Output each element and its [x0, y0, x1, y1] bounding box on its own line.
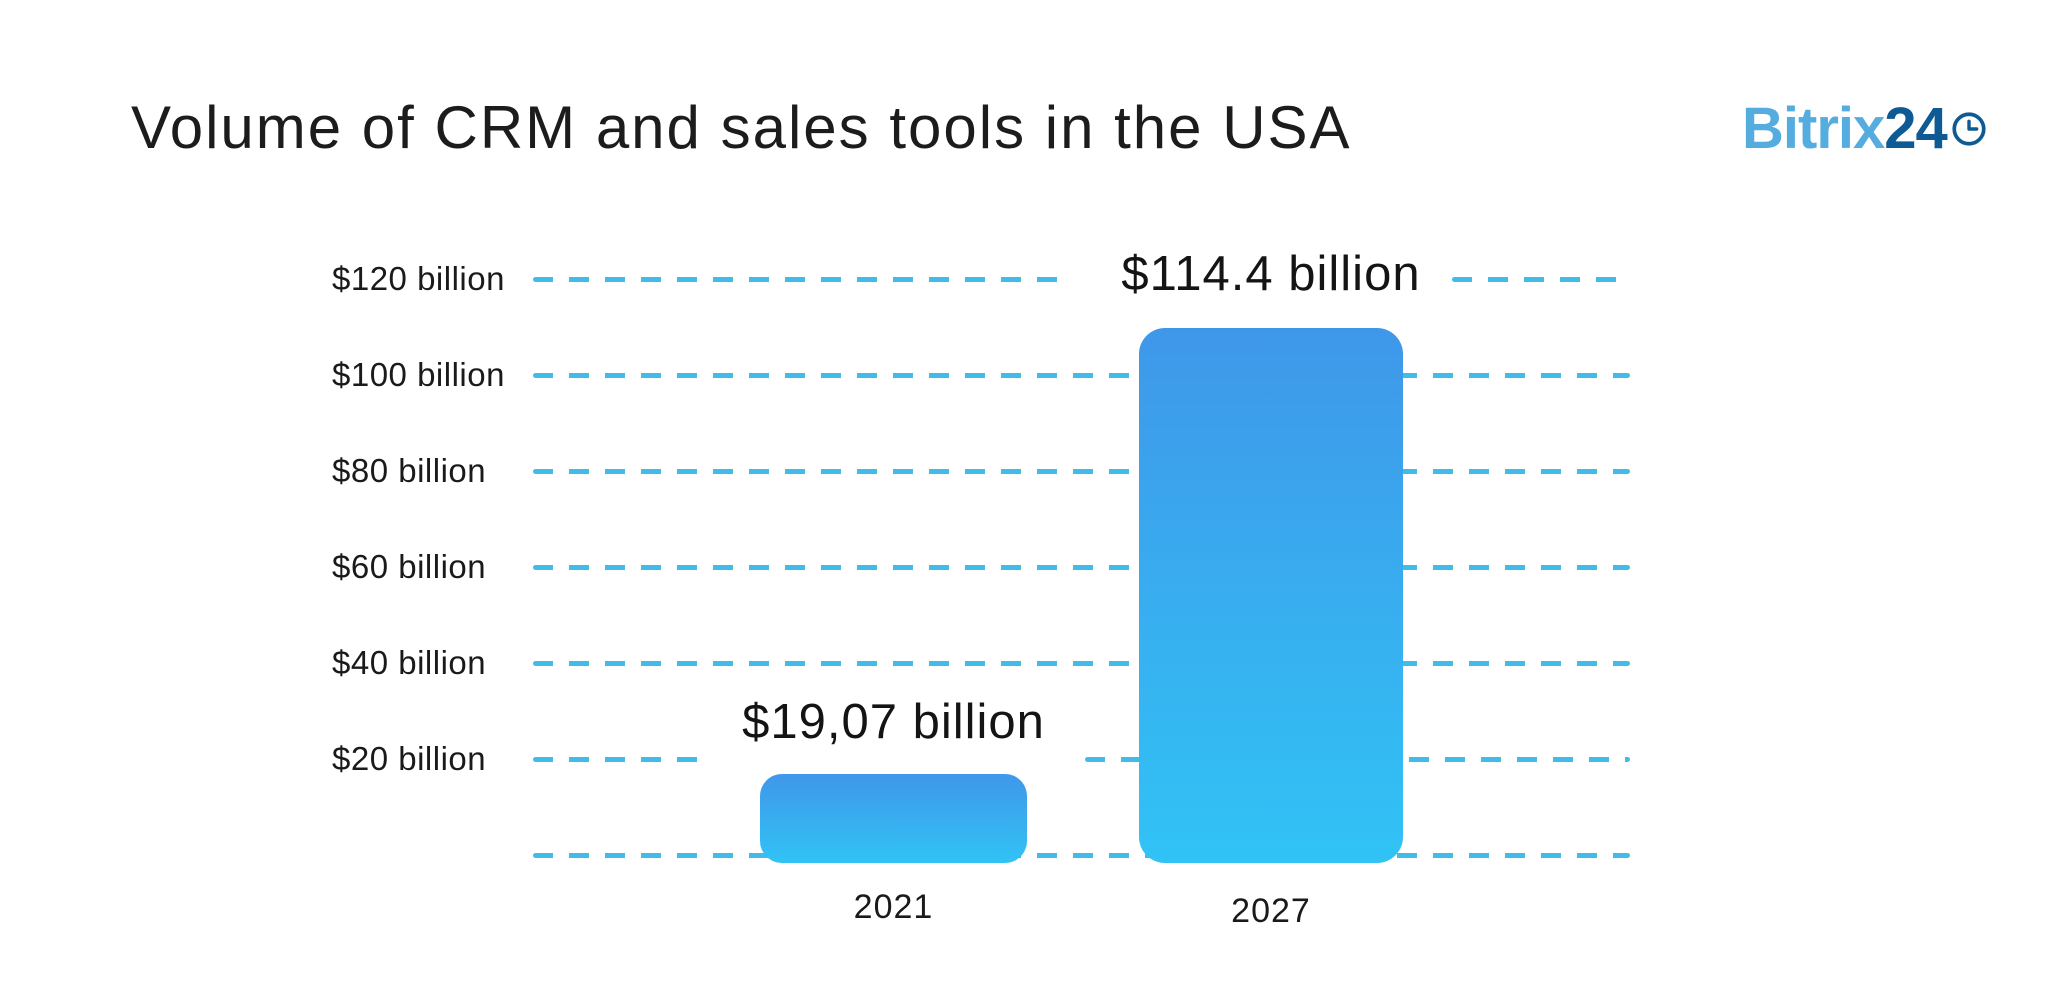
gridline-dash-segment — [533, 757, 710, 762]
y-axis-label-40b: $40 billion — [332, 644, 487, 681]
clock-icon — [1947, 100, 1986, 146]
gridline-dash-segment — [533, 565, 1630, 570]
bar-2027 — [1139, 328, 1403, 863]
logo-brand-text: Bitrix — [1742, 96, 1885, 161]
bitrix24-logo: Bitrix 24 — [1742, 100, 1986, 158]
logo-suffix-text: 24 — [1884, 96, 1948, 161]
bar-value-label-2027: $114.4 billion — [1121, 247, 1421, 301]
gridline-dash-segment — [533, 373, 1630, 378]
gridline-dash-segment — [533, 853, 1630, 858]
gridline-dash-segment — [533, 661, 1630, 666]
y-axis-label-120b: $120 billion — [332, 260, 505, 297]
y-axis-label-60b: $60 billion — [332, 548, 487, 585]
y-axis-label-20b: $20 billion — [332, 740, 487, 777]
x-axis-label-2027: 2027 — [1231, 892, 1311, 930]
gridline-dash-segment — [533, 469, 1630, 474]
bar-value-label-2021: $19,07 billion — [742, 695, 1045, 749]
x-axis-label-2021: 2021 — [853, 888, 934, 926]
gridline-dash-segment — [533, 277, 1072, 282]
gridline-dash-segment — [1452, 277, 1630, 282]
page-title: Volume of CRM and sales tools in the USA — [131, 94, 1352, 161]
y-axis-label-100b: $100 billion — [332, 356, 505, 393]
bar-2021 — [760, 774, 1027, 863]
y-axis-label-80b: $80 billion — [332, 452, 487, 489]
